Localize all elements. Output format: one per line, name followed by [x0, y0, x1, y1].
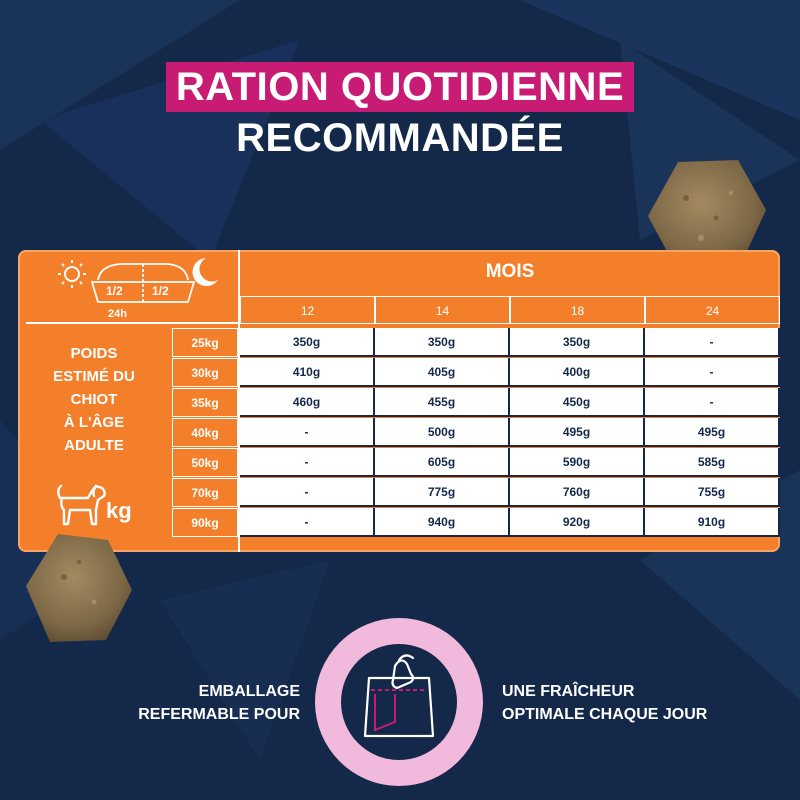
bowl-icon [90, 263, 196, 303]
months-header: MOIS [485, 261, 535, 282]
month-header-18: 18 [510, 296, 645, 324]
table-cell: 605g [375, 448, 510, 477]
row-label-line: CHIOT [70, 391, 118, 408]
table-cell: 775g [375, 478, 510, 507]
table-cell: 495g [645, 418, 780, 447]
table-cell: 400g [510, 358, 645, 387]
table-cell: 500g [375, 418, 510, 447]
footer-right-line: OPTIMALE CHAQUE JOUR [502, 706, 708, 723]
resealable-bag-icon [363, 654, 435, 738]
sun-icon [58, 260, 86, 288]
weight-cell: 40kg [172, 418, 238, 447]
kibble-image-bottom [26, 534, 132, 642]
row-label: POIDS ESTIMÉ DU CHIOT À L'ÂGE ADULTE [18, 342, 170, 457]
weight-cell: 70kg [172, 478, 238, 507]
weight-cell: 35kg [172, 388, 238, 417]
table-cell: 455g [375, 388, 510, 417]
title-line-2: RECOMMANDÉE [236, 116, 564, 160]
kibble-image-top [648, 160, 766, 268]
weight-cell: 90kg [172, 508, 238, 537]
table-cell: 585g [645, 448, 780, 477]
moon-icon [192, 258, 218, 286]
month-header-24: 24 [645, 296, 780, 324]
table-cell: 350g [375, 328, 510, 357]
table-cell: - [240, 508, 375, 537]
table-cell: 350g [510, 328, 645, 357]
legend-divider [26, 322, 238, 324]
table-cell: - [240, 448, 375, 477]
period-label: 24h [108, 308, 127, 320]
table-cell: 920g [510, 508, 645, 537]
month-header-14: 14 [375, 296, 510, 324]
table-cell: - [240, 478, 375, 507]
half-left-label: 1/2 [106, 284, 123, 298]
footer-right-line: UNE FRAÎCHEUR [502, 683, 635, 700]
feeding-legend [58, 258, 218, 303]
table-cell: 760g [510, 478, 645, 507]
page-title: RATION QUOTIDIENNE RECOMMANDÉE [0, 62, 800, 162]
dog-icon [57, 484, 106, 526]
weight-cell: 50kg [172, 448, 238, 477]
title-line-1: RATION QUOTIDIENNE [165, 62, 635, 112]
footer-text-right: UNE FRAÎCHEUR OPTIMALE CHAQUE JOUR [502, 680, 772, 726]
ration-table: 1/2 1/2 24h MOIS 12 14 18 24 POIDS ESTIM… [18, 250, 780, 552]
footer-left-line: REFERMABLE POUR [138, 706, 300, 723]
footer-badge-inner [341, 644, 457, 760]
half-right-label: 1/2 [152, 284, 169, 298]
row-label-line: POIDS [70, 345, 118, 362]
row-label-line: ESTIMÉ DU [53, 368, 135, 385]
weight-cell: 30kg [172, 358, 238, 387]
footer-text-left: EMBALLAGE REFERMABLE POUR [60, 680, 300, 726]
month-header-12: 12 [240, 296, 375, 324]
column-divider [238, 250, 240, 552]
table-cell: - [240, 418, 375, 447]
weight-cell: 25kg [172, 328, 238, 357]
table-cell: 410g [240, 358, 375, 387]
footer-left-line: EMBALLAGE [198, 683, 300, 700]
table-cell: 350g [240, 328, 375, 357]
table-cell: 590g [510, 448, 645, 477]
row-label-line: À L'ÂGE [63, 414, 125, 431]
table-cell: 405g [375, 358, 510, 387]
table-cell: 450g [510, 388, 645, 417]
table-cell: 755g [645, 478, 780, 507]
table-cell: - [645, 358, 780, 387]
table-cell: 910g [645, 508, 780, 537]
row-label-line: ADULTE [64, 437, 124, 454]
table-cell: - [645, 328, 780, 357]
table-cell: 495g [510, 418, 645, 447]
table-cell: 460g [240, 388, 375, 417]
unit-label: kg [106, 498, 132, 523]
table-cell: - [645, 388, 780, 417]
table-cell: 940g [375, 508, 510, 537]
